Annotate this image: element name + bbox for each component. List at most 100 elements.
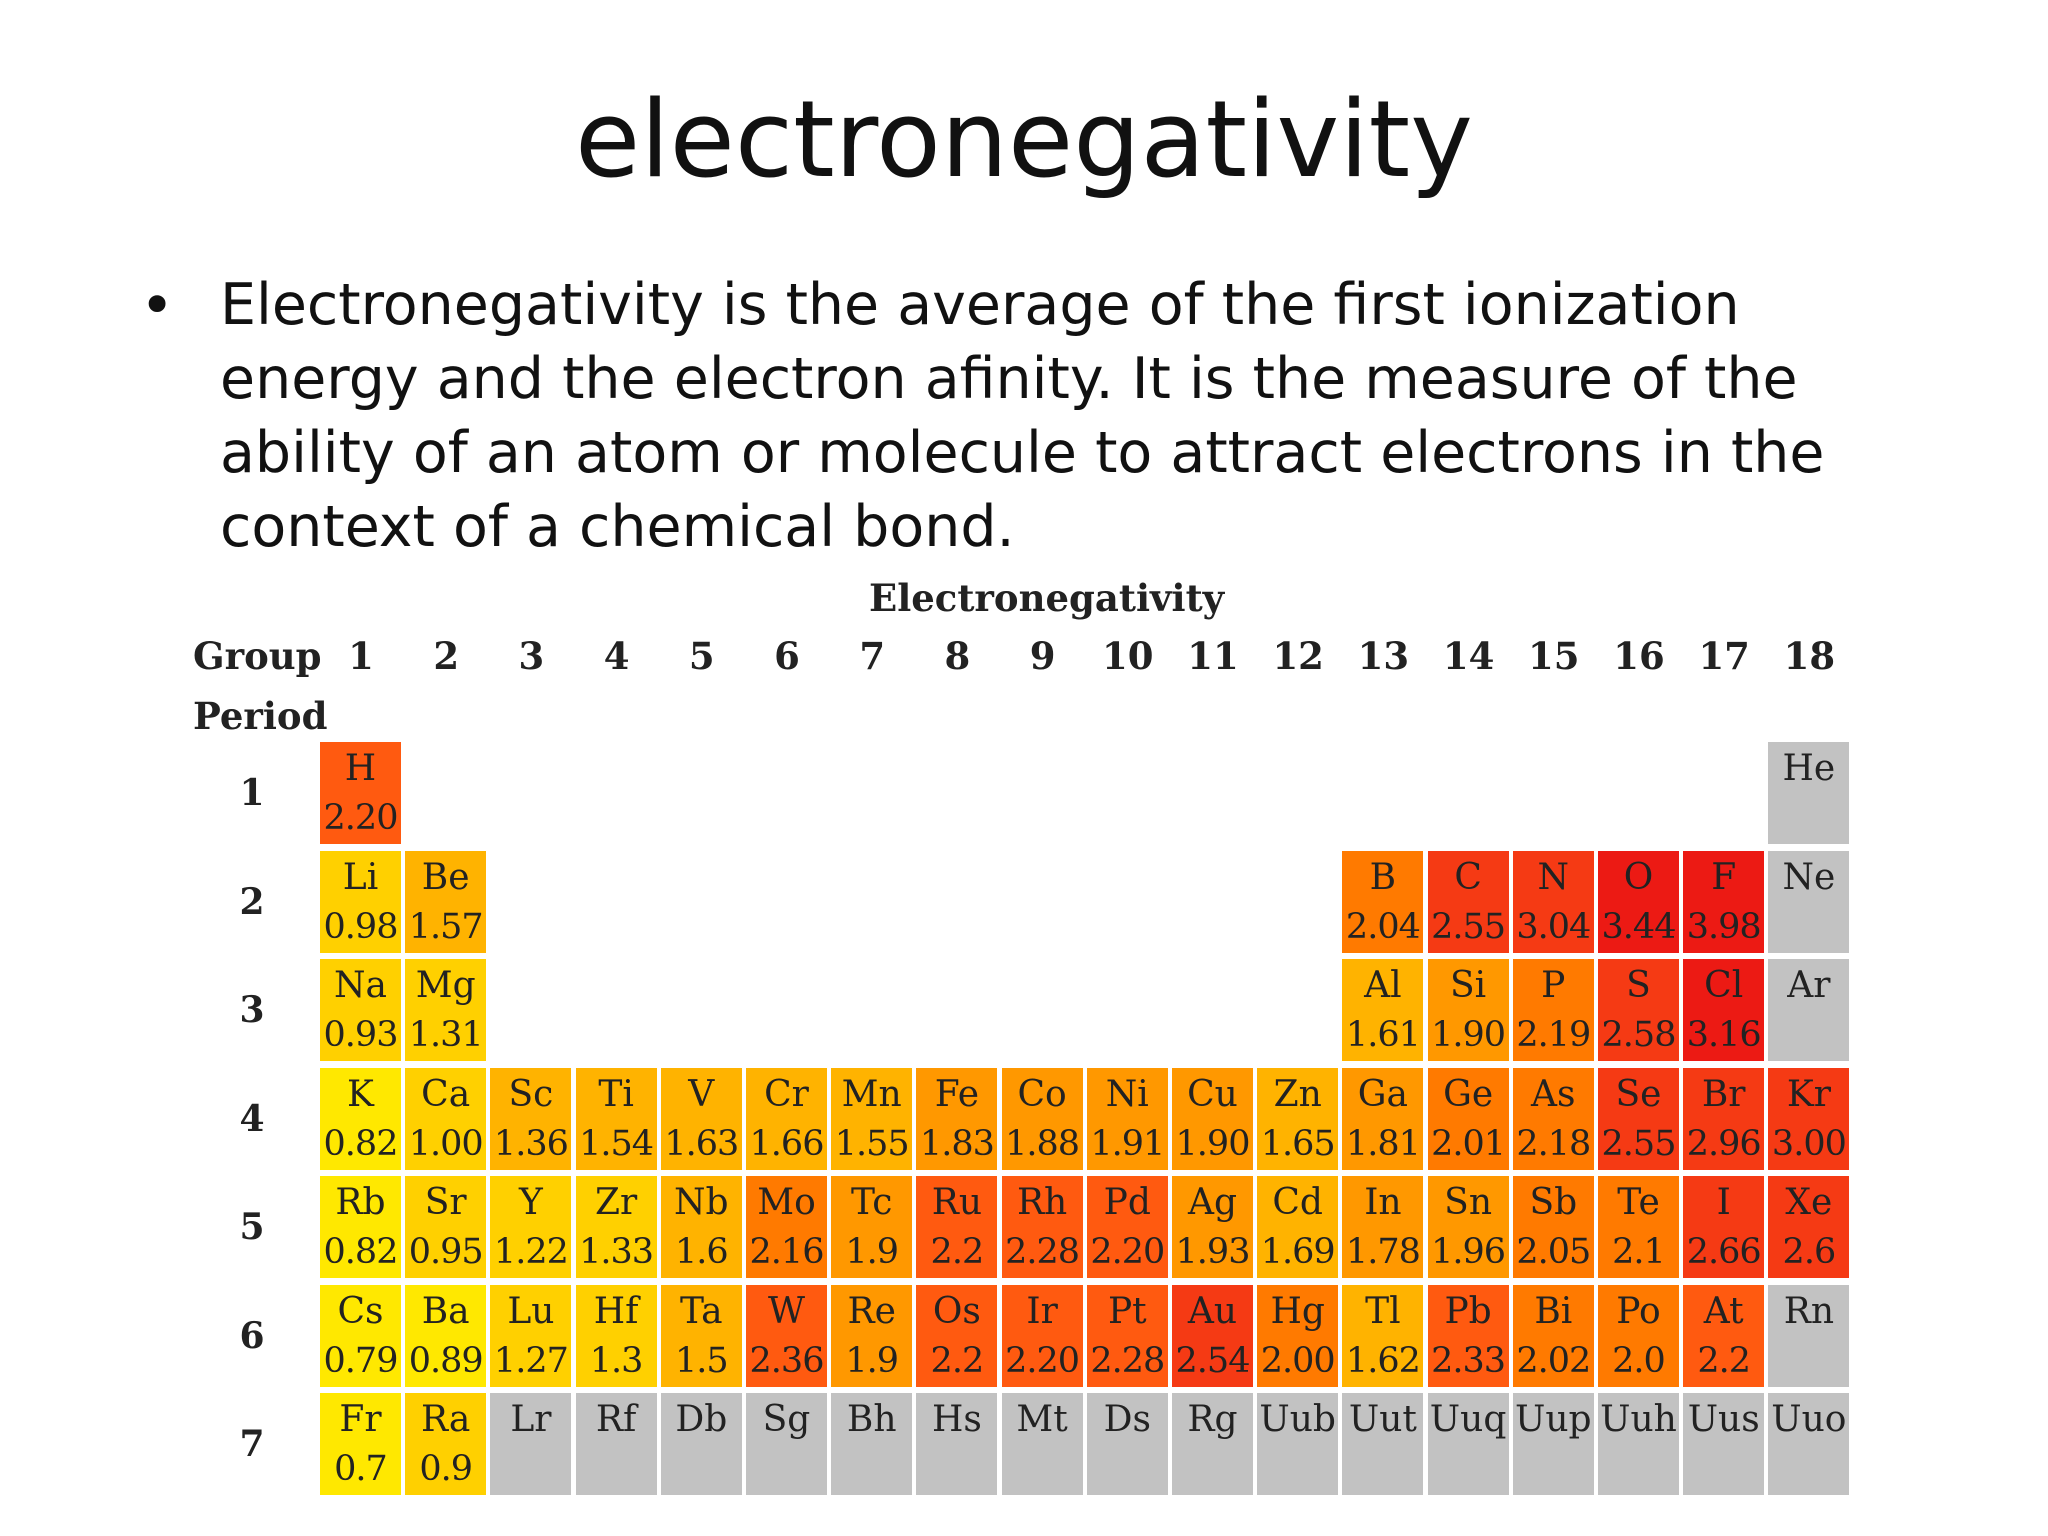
group-number-10: 10	[1102, 634, 1154, 678]
element-cell-be: Be 1.57	[405, 850, 487, 953]
element-electronegativity: 1.31	[408, 1015, 484, 1055]
element-symbol: N	[1537, 856, 1570, 898]
element-electronegativity: 2.36	[749, 1340, 825, 1381]
element-cell-as: As 2.18	[1512, 1067, 1594, 1170]
element-electronegativity: 1.3	[589, 1340, 644, 1381]
element-symbol: Sr	[424, 1182, 467, 1223]
element-electronegativity: 1.9	[845, 1232, 899, 1272]
element-cell-ti: Ti 1.54	[575, 1067, 657, 1170]
element-symbol: Bh	[846, 1399, 897, 1440]
element-electronegativity: 3.04	[1516, 906, 1591, 947]
element-cell-fe: Fe 1.83	[916, 1067, 998, 1170]
element-symbol: Os	[932, 1290, 981, 1332]
element-symbol: Lu	[507, 1290, 555, 1332]
element-symbol: Ta	[679, 1290, 723, 1332]
element-electronegativity: 1.5	[674, 1340, 729, 1381]
element-symbol: Mg	[415, 965, 476, 1006]
element-electronegativity: 0.79	[323, 1340, 399, 1381]
element-cell-lr: Lr	[490, 1393, 572, 1495]
element-cell-ga: Ga 1.81	[1342, 1067, 1424, 1170]
element-symbol: W	[767, 1290, 805, 1332]
element-symbol: K	[347, 1073, 374, 1115]
element-symbol: Kr	[1786, 1073, 1831, 1115]
element-symbol: Re	[847, 1290, 896, 1332]
group-number-16: 16	[1613, 634, 1665, 678]
element-symbol: Ir	[1026, 1290, 1058, 1332]
element-electronegativity: 1.90	[1175, 1123, 1251, 1164]
element-symbol: H	[344, 748, 377, 789]
period-number-5: 5	[239, 1206, 265, 1248]
element-cell-ni: Ni 1.91	[1086, 1067, 1168, 1170]
element-symbol: Pt	[1107, 1290, 1147, 1332]
group-number-7: 7	[859, 634, 886, 678]
element-symbol: Te	[1617, 1182, 1660, 1223]
element-electronegativity: 2.2	[930, 1340, 985, 1381]
element-symbol: Tl	[1365, 1290, 1401, 1332]
element-cell-b: B 2.04	[1342, 850, 1424, 953]
element-symbol: Ga	[1357, 1073, 1408, 1115]
element-electronegativity: 2.33	[1431, 1340, 1506, 1381]
element-electronegativity: 2.54	[1175, 1340, 1251, 1381]
element-electronegativity: 2.1	[1612, 1232, 1666, 1272]
element-cell-f: F 3.98	[1683, 850, 1765, 953]
element-electronegativity: 1.90	[1431, 1015, 1506, 1055]
element-symbol: Se	[1615, 1073, 1662, 1115]
element-cell-w: W 2.36	[746, 1284, 827, 1387]
element-cell-s: S 2.58	[1598, 959, 1679, 1061]
element-cell-br: Br 2.96	[1683, 1067, 1765, 1170]
element-symbol: Sg	[762, 1399, 811, 1440]
group-number-4: 4	[603, 634, 630, 678]
element-symbol: V	[688, 1073, 715, 1115]
element-cell-cd: Cd 1.69	[1257, 1176, 1339, 1278]
element-cell-hs: Hs	[916, 1393, 998, 1495]
element-symbol: Bi	[1534, 1290, 1573, 1332]
element-cell-y: Y 1.22	[490, 1176, 572, 1278]
element-cell-zr: Zr 1.33	[575, 1176, 657, 1278]
element-cell-rb: Rb 0.82	[320, 1176, 401, 1278]
element-symbol: Rn	[1783, 1290, 1835, 1332]
element-symbol: Ti	[598, 1073, 634, 1115]
element-symbol: Mn	[841, 1073, 902, 1115]
element-symbol: Au	[1187, 1290, 1238, 1332]
element-cell-ds: Ds	[1086, 1393, 1168, 1495]
element-cell-at: At 2.2	[1683, 1284, 1765, 1387]
element-symbol: Ds	[1103, 1399, 1151, 1440]
element-electronegativity: 1.22	[493, 1232, 569, 1272]
element-symbol: Li	[342, 856, 379, 898]
element-electronegativity: 2.20	[323, 798, 399, 838]
element-symbol: Rb	[335, 1182, 386, 1223]
element-symbol: Cr	[764, 1073, 809, 1115]
element-electronegativity: 1.62	[1345, 1340, 1421, 1381]
group-number-8: 8	[944, 634, 971, 678]
element-symbol: Cs	[337, 1290, 384, 1332]
element-cell-re: Re 1.9	[831, 1284, 913, 1387]
element-electronegativity: 1.88	[1005, 1123, 1080, 1164]
element-cell-si: Si 1.90	[1427, 959, 1509, 1061]
element-symbol: Hg	[1270, 1290, 1325, 1332]
element-electronegativity: 2.0	[1612, 1340, 1666, 1381]
element-symbol: Ba	[421, 1290, 470, 1332]
element-symbol: Uuq	[1429, 1399, 1507, 1440]
period-number-7: 7	[239, 1423, 265, 1465]
element-cell-uuq: Uuq	[1427, 1393, 1509, 1495]
element-cell-p: P 2.19	[1512, 959, 1594, 1061]
element-electronegativity: 1.96	[1431, 1232, 1506, 1272]
element-symbol: Al	[1364, 965, 1402, 1006]
element-symbol: Uub	[1259, 1399, 1336, 1440]
element-cell-kr: Kr 3.00	[1768, 1067, 1850, 1170]
slide-title: electronegativity	[575, 78, 1473, 201]
element-cell-ar: Ar	[1768, 959, 1850, 1061]
element-cell-al: Al 1.61	[1342, 959, 1424, 1061]
element-cell-ta: Ta 1.5	[660, 1284, 742, 1387]
element-symbol: Uuo	[1771, 1399, 1847, 1440]
element-cell-au: Au 2.54	[1172, 1284, 1253, 1387]
element-symbol: Cl	[1704, 965, 1744, 1006]
element-electronegativity: 0.89	[408, 1340, 484, 1381]
element-electronegativity: 0.93	[323, 1015, 399, 1055]
element-symbol: Po	[1616, 1290, 1661, 1332]
element-cell-o: O 3.44	[1598, 850, 1679, 953]
element-electronegativity: 1.00	[408, 1123, 484, 1164]
element-cell-sn: Sn 1.96	[1427, 1176, 1509, 1278]
element-cell-c: C 2.55	[1427, 850, 1509, 953]
